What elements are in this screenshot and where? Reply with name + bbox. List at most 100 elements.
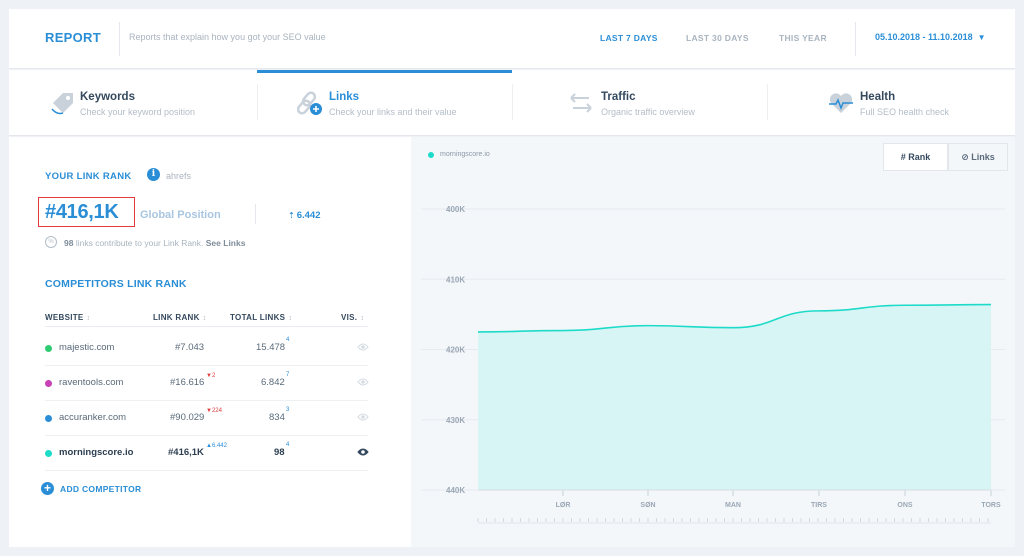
row-links-sup: 4: [286, 337, 290, 343]
row-rank-delta: ▼2: [206, 373, 215, 379]
col-website[interactable]: WEBSITE ↕: [45, 313, 90, 322]
tab-links-title: Links: [329, 91, 360, 103]
rank-change-value: 6.442: [296, 210, 321, 221]
divider: [45, 470, 368, 471]
x-tick-label: SØN: [640, 502, 655, 509]
table-row: morningscore.io #416,1K ▲6.442 98 4: [45, 435, 369, 470]
series-area: [478, 304, 991, 490]
legend-label: morningscore.io: [440, 151, 490, 158]
link-rank-chart: 400K 410K 420K 430K 440K LØR SØN MAN TIRS ONS TORS: [421, 205, 1005, 524]
col-total-links[interactable]: TOTAL LINKS ↕: [230, 313, 292, 322]
sort-icon: ↕: [202, 315, 207, 322]
page-title: REPORT: [45, 30, 101, 45]
row-link-rank: #90.029: [170, 412, 205, 423]
table-row: accuranker.com #90.029 ▼224 834 3: [45, 400, 369, 435]
tab-links[interactable]: Links Check your links and their value: [257, 70, 512, 136]
toggle-links[interactable]: ⊘ Links: [948, 143, 1008, 171]
tab-health-desc: Full SEO health check: [860, 107, 950, 117]
tab-traffic-title: Traffic: [601, 91, 636, 103]
contrib-text: 98 links contribute to your Link Rank. S…: [64, 238, 245, 248]
heart-pulse-icon: [829, 93, 853, 113]
row-total-links: 834: [269, 412, 285, 423]
sort-icon: ↕: [360, 315, 365, 322]
ahrefs-logo: ahrefs: [166, 171, 192, 181]
col-vis[interactable]: VIS. ↕: [341, 313, 364, 322]
eye-icon[interactable]: [357, 377, 369, 387]
arrow-up-icon: ⇡: [288, 211, 295, 220]
divider: [855, 22, 856, 56]
series-color-dot: [45, 380, 52, 387]
rank-change: ⇡ 6.442: [288, 210, 320, 221]
eye-icon[interactable]: [357, 447, 369, 457]
row-website[interactable]: raventools.com: [59, 377, 124, 388]
tab-traffic[interactable]: Traffic Organic traffic overview: [512, 70, 767, 136]
eye-icon[interactable]: [357, 412, 369, 422]
link-rank-title: YOUR LINK RANK: [45, 171, 132, 182]
row-website[interactable]: accuranker.com: [59, 412, 127, 423]
divider: [119, 22, 120, 56]
plus-icon[interactable]: +: [41, 482, 54, 495]
range-this-year[interactable]: THIS YEAR: [779, 33, 827, 43]
y-tick-label: 430K: [446, 416, 465, 425]
x-tick-label: MAN: [725, 502, 741, 509]
tab-health[interactable]: Health Full SEO health check: [767, 70, 1015, 136]
toggle-rank[interactable]: # Rank: [883, 143, 948, 171]
divider: [45, 435, 368, 436]
report-tabs: Keywords Check your keyword position Lin…: [9, 70, 1015, 136]
divider: [45, 365, 368, 366]
competitors-title: COMPETITORS LINK RANK: [45, 278, 187, 290]
arrow-down-icon: ▼: [206, 373, 212, 379]
legend-dot: [428, 152, 434, 158]
tab-keywords[interactable]: Keywords Check your keyword position: [9, 70, 257, 136]
row-rank-delta: ▲6.442: [206, 443, 227, 449]
row-link-rank: #16.616: [170, 377, 205, 388]
row-link-rank: #7.043: [175, 342, 205, 353]
arrows-icon: [570, 93, 592, 113]
row-rank-delta-value: 6.442: [211, 443, 227, 449]
tag-icon: [51, 93, 73, 115]
row-rank-delta-value: 224: [211, 408, 222, 414]
info-icon[interactable]: i: [147, 168, 160, 181]
x-tick-label: TORS: [981, 502, 1001, 509]
col-link-rank[interactable]: LINK RANK ↕: [153, 313, 207, 322]
row-website[interactable]: majestic.com: [59, 342, 115, 353]
eye-icon[interactable]: [357, 342, 369, 352]
date-range-label: 05.10.2018 - 11.10.2018: [875, 32, 973, 42]
link-rank-value: #416,1K: [45, 201, 119, 223]
y-tick-label: 410K: [446, 275, 465, 284]
tab-keywords-title: Keywords: [80, 91, 135, 103]
divider: [512, 84, 513, 120]
date-range-picker[interactable]: 05.10.2018 - 11.10.2018 ▼: [875, 32, 986, 42]
series-color-dot: [45, 450, 52, 457]
report-header: REPORT Reports that explain how you got …: [9, 9, 1015, 69]
row-link-rank: #416,1K: [168, 447, 204, 458]
row-total-links: 98: [274, 447, 285, 458]
series-color-dot: [45, 415, 52, 422]
col-website-label: WEBSITE: [45, 313, 84, 322]
row-website[interactable]: morningscore.io: [59, 447, 134, 458]
sort-icon: ↕: [86, 315, 91, 322]
series-color-dot: [45, 345, 52, 352]
col-vis-label: VIS.: [341, 313, 358, 322]
row-rank-delta: ▼224: [206, 408, 222, 414]
col-link-rank-label: LINK RANK: [153, 313, 200, 322]
tab-links-desc: Check your links and their value: [329, 107, 457, 117]
range-last-30-days[interactable]: LAST 30 DAYS: [686, 33, 749, 43]
row-total-links: 15.478: [256, 342, 286, 353]
link-icon: ⊘: [961, 152, 972, 162]
page-subtitle: Reports that explain how you got your SE…: [129, 32, 326, 42]
row-links-sup: 7: [286, 372, 290, 378]
divider: [45, 326, 368, 327]
percent-icon: %: [45, 236, 57, 248]
see-links-link[interactable]: See Links: [205, 238, 246, 248]
y-tick-label: 400K: [446, 205, 465, 214]
row-total-links: 6.842: [261, 377, 285, 388]
add-competitor-button[interactable]: ADD COMPETITOR: [60, 484, 142, 494]
active-tab-indicator: [257, 70, 512, 73]
arrow-up-icon: ▲: [206, 443, 212, 449]
col-total-links-label: TOTAL LINKS: [230, 313, 286, 322]
range-last-7-days[interactable]: LAST 7 DAYS: [600, 33, 658, 43]
toggle-links-label: Links: [971, 152, 995, 162]
row-links-sup: 3: [286, 407, 290, 413]
link-plus-icon: [297, 91, 322, 115]
